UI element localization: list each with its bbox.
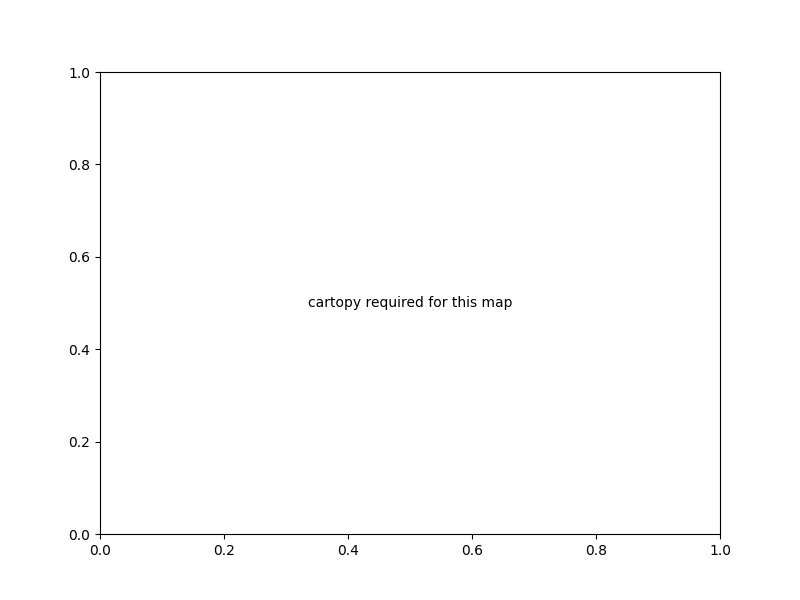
Text: cartopy required for this map: cartopy required for this map [308,296,512,310]
